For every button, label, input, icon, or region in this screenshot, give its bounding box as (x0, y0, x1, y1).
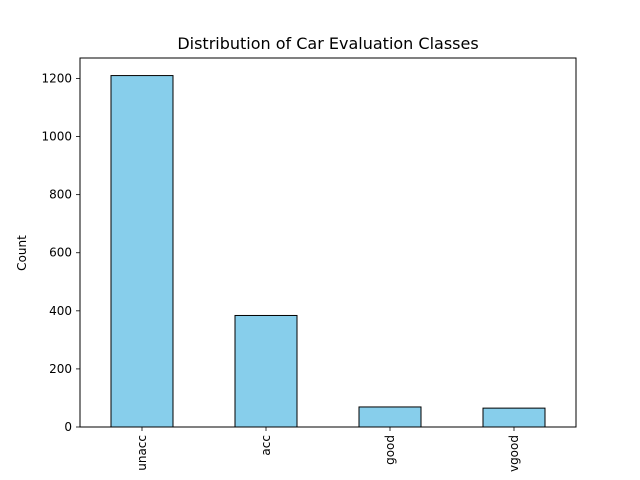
bar-unacc (110, 75, 174, 428)
x-tick-label: good (383, 435, 397, 465)
y-tick-label: 200 (49, 362, 72, 376)
bar-acc (234, 314, 298, 428)
y-tick-label: 800 (49, 188, 72, 202)
y-tick-label: 0 (64, 420, 72, 434)
chart-title: Distribution of Car Evaluation Classes (177, 34, 478, 53)
x-tick-label: vgood (507, 435, 521, 472)
y-tick-label: 400 (49, 304, 72, 318)
plot-frame (79, 57, 577, 428)
y-tick-label: 1200 (41, 71, 72, 85)
bars-group (110, 75, 546, 428)
bar-vgood (482, 407, 546, 428)
x-tick-label: unacc (135, 435, 149, 471)
y-tick-label: 1000 (41, 130, 72, 144)
x-tick-label: acc (259, 435, 273, 456)
axes-group: unacc acc good vgood 0 200 400 600 800 1000 1200 (41, 57, 577, 472)
y-tick-label: 600 (49, 246, 72, 260)
y-axis-label: Count (15, 235, 29, 271)
bar-good (358, 406, 422, 428)
